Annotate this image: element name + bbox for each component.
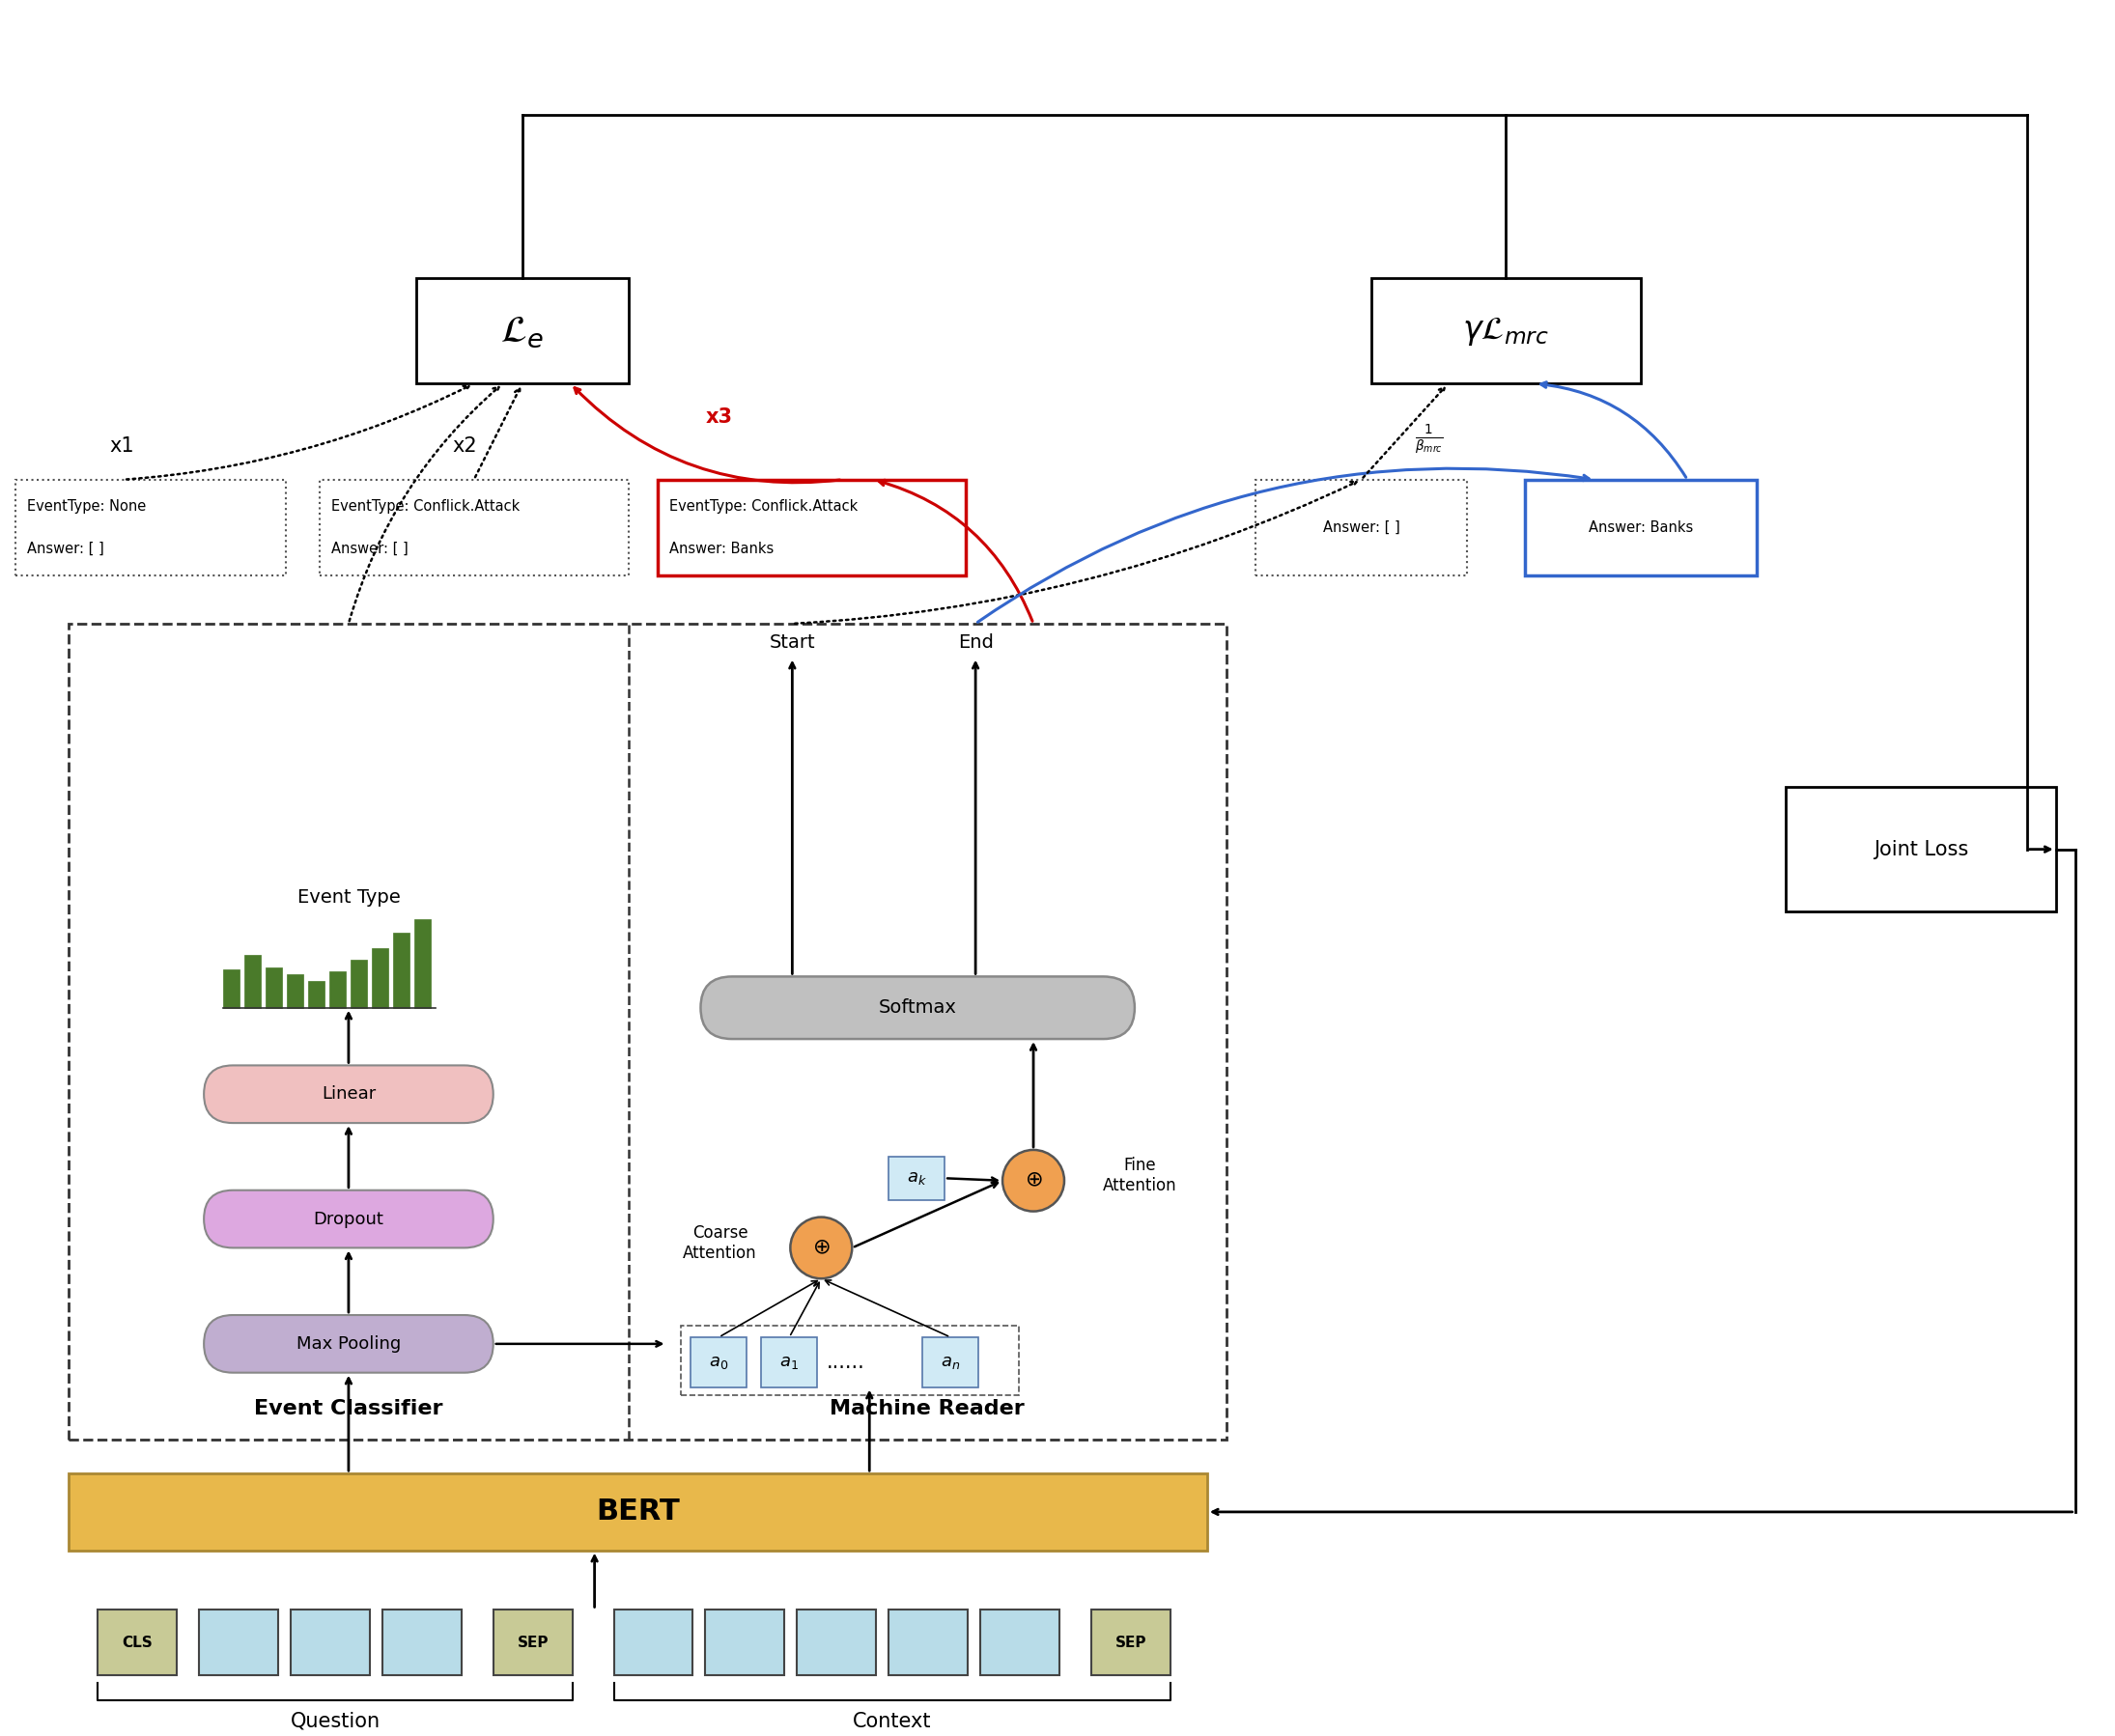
FancyBboxPatch shape <box>319 479 628 576</box>
Text: Answer: [ ]: Answer: [ ] <box>1322 521 1400 535</box>
FancyBboxPatch shape <box>266 967 281 1009</box>
FancyBboxPatch shape <box>203 1316 493 1373</box>
Text: SEP: SEP <box>516 1635 548 1649</box>
Text: x1: x1 <box>110 436 133 455</box>
Text: Answer: Banks: Answer: Banks <box>668 542 774 556</box>
FancyBboxPatch shape <box>351 960 366 1009</box>
Text: Coarse
Attention: Coarse Attention <box>683 1224 757 1262</box>
Text: Linear: Linear <box>321 1085 376 1102</box>
FancyBboxPatch shape <box>1371 278 1641 384</box>
Text: EventType: Conflick.Attack: EventType: Conflick.Attack <box>668 500 857 514</box>
FancyBboxPatch shape <box>613 1609 694 1675</box>
FancyBboxPatch shape <box>1091 1609 1170 1675</box>
Circle shape <box>1003 1149 1064 1212</box>
Text: SEP: SEP <box>1115 1635 1146 1649</box>
FancyBboxPatch shape <box>203 1191 493 1248</box>
Text: $\frac{1}{\beta_{mrc}}$: $\frac{1}{\beta_{mrc}}$ <box>1415 424 1442 455</box>
Text: Event Type: Event Type <box>296 889 400 906</box>
FancyBboxPatch shape <box>199 1609 279 1675</box>
FancyBboxPatch shape <box>203 1066 493 1123</box>
FancyBboxPatch shape <box>415 920 431 1009</box>
FancyBboxPatch shape <box>922 1337 979 1387</box>
Text: Answer: Banks: Answer: Banks <box>1588 521 1694 535</box>
Text: Context: Context <box>852 1712 931 1731</box>
Text: x2: x2 <box>453 436 476 455</box>
Text: Start: Start <box>770 634 814 651</box>
FancyBboxPatch shape <box>1254 479 1468 576</box>
Text: Event Classifier: Event Classifier <box>254 1399 442 1418</box>
FancyBboxPatch shape <box>700 977 1134 1038</box>
Text: Answer: [ ]: Answer: [ ] <box>27 542 104 556</box>
FancyBboxPatch shape <box>288 974 302 1009</box>
FancyBboxPatch shape <box>224 969 239 1009</box>
Text: CLS: CLS <box>123 1635 152 1649</box>
Circle shape <box>791 1217 852 1278</box>
FancyBboxPatch shape <box>70 623 1227 1439</box>
FancyBboxPatch shape <box>681 1326 1019 1394</box>
FancyBboxPatch shape <box>1785 786 2056 911</box>
Text: EventType: Conflick.Attack: EventType: Conflick.Attack <box>332 500 520 514</box>
Text: End: End <box>958 634 994 651</box>
FancyBboxPatch shape <box>797 1609 876 1675</box>
FancyBboxPatch shape <box>290 1609 370 1675</box>
FancyBboxPatch shape <box>372 948 389 1009</box>
Text: EventType: None: EventType: None <box>27 500 146 514</box>
FancyBboxPatch shape <box>761 1337 816 1387</box>
Text: Softmax: Softmax <box>878 998 956 1017</box>
FancyBboxPatch shape <box>330 970 345 1009</box>
Text: Dropout: Dropout <box>313 1210 383 1227</box>
Text: $\mathcal{L}_e$: $\mathcal{L}_e$ <box>501 312 544 349</box>
FancyBboxPatch shape <box>658 479 967 576</box>
Text: ......: ...... <box>827 1352 865 1371</box>
Text: BERT: BERT <box>596 1498 679 1526</box>
Text: Max Pooling: Max Pooling <box>296 1335 402 1352</box>
Text: $\oplus$: $\oplus$ <box>1024 1172 1043 1191</box>
Text: $\gamma\mathcal{L}_{mrc}$: $\gamma\mathcal{L}_{mrc}$ <box>1461 314 1550 347</box>
Text: $a_0$: $a_0$ <box>709 1354 730 1371</box>
FancyBboxPatch shape <box>981 1609 1060 1675</box>
Text: Fine
Attention: Fine Attention <box>1102 1158 1176 1194</box>
FancyBboxPatch shape <box>70 1474 1208 1550</box>
FancyBboxPatch shape <box>493 1609 573 1675</box>
Text: $\oplus$: $\oplus$ <box>812 1238 831 1257</box>
Text: Question: Question <box>290 1712 381 1731</box>
FancyBboxPatch shape <box>888 1156 945 1200</box>
FancyBboxPatch shape <box>888 1609 969 1675</box>
Text: x3: x3 <box>706 408 732 427</box>
FancyBboxPatch shape <box>1525 479 1758 576</box>
FancyBboxPatch shape <box>383 1609 461 1675</box>
Text: $a_n$: $a_n$ <box>941 1354 960 1371</box>
FancyBboxPatch shape <box>393 932 410 1009</box>
FancyBboxPatch shape <box>97 1609 178 1675</box>
Text: Joint Loss: Joint Loss <box>1874 840 1969 859</box>
FancyBboxPatch shape <box>417 278 628 384</box>
FancyBboxPatch shape <box>309 981 324 1009</box>
Text: Machine Reader: Machine Reader <box>829 1399 1024 1418</box>
FancyBboxPatch shape <box>692 1337 747 1387</box>
FancyBboxPatch shape <box>706 1609 785 1675</box>
FancyBboxPatch shape <box>245 955 260 1009</box>
Text: $a_k$: $a_k$ <box>907 1170 926 1187</box>
Text: Answer: [ ]: Answer: [ ] <box>332 542 408 556</box>
Text: $a_1$: $a_1$ <box>780 1354 799 1371</box>
FancyBboxPatch shape <box>15 479 286 576</box>
